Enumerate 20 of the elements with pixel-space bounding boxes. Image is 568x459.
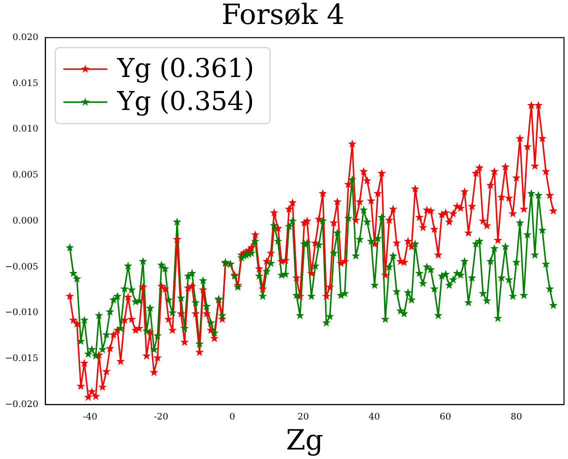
y-tick-label: 0.010 [12,124,39,135]
x-tick-label: 0 [229,412,236,422]
x-tick-label: -20 [154,412,169,422]
x-tick-label: 60 [440,412,452,422]
y-tick-label: 0.005 [12,170,39,181]
y-tick-label: 0.020 [12,32,39,43]
y-tick-label: 0.000 [12,216,39,226]
x-tick-label: 20 [298,412,310,422]
y-tick-label: −0.015 [4,354,39,364]
legend-label: Yg (0.354) [116,86,254,117]
x-axis-title: Zg [286,423,324,456]
chart-title: Forsøk 4 [221,0,345,32]
y-tick-label: 0.015 [12,78,39,89]
x-tick-label: -40 [82,412,98,422]
x-tick-label: 80 [510,412,522,422]
y-tick-label: −0.020 [4,400,39,410]
y-tick-label: −0.010 [4,308,39,318]
legend-label: Yg (0.361) [116,54,254,84]
x-tick-label: 40 [368,412,380,422]
y-tick-label: −0.005 [4,262,39,272]
